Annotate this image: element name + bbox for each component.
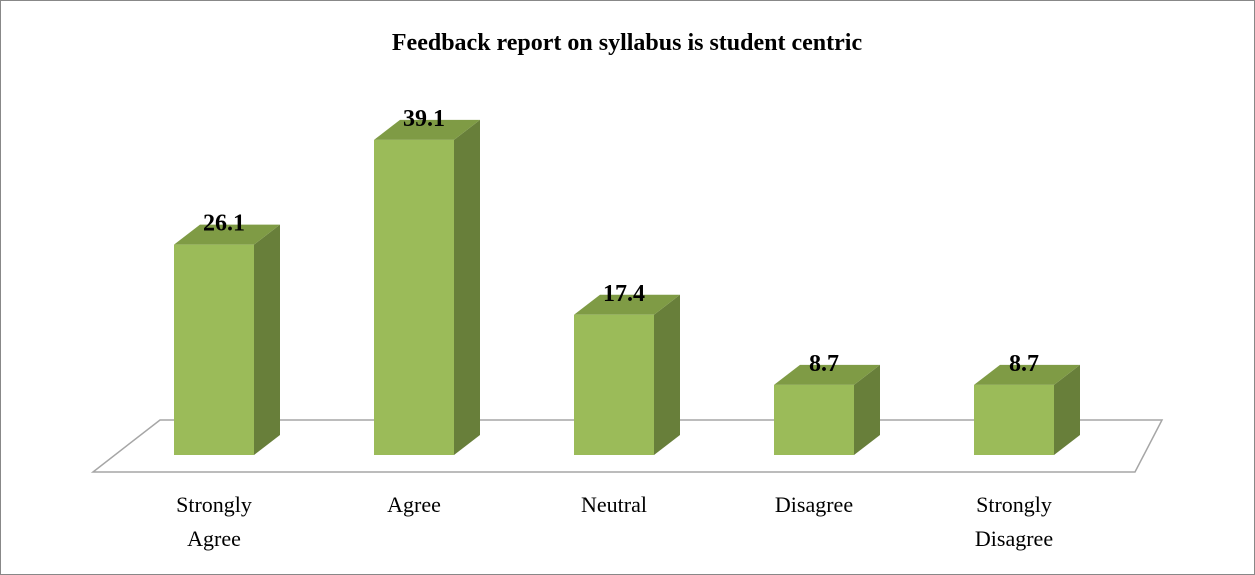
bar-top — [974, 364, 1080, 385]
chart-title: Feedback report on syllabus is student c… — [392, 30, 863, 56]
x-tick-label: Agree — [387, 492, 441, 517]
bar-side — [854, 364, 880, 455]
bar — [574, 314, 654, 455]
bar-top — [774, 364, 880, 385]
bar — [974, 384, 1054, 455]
bar-top — [374, 119, 480, 140]
data-label: 8.7 — [1009, 351, 1039, 377]
bar-side — [1054, 364, 1080, 455]
bar-top — [574, 294, 680, 315]
bar — [774, 384, 854, 455]
x-tick-label: Neutral — [581, 492, 647, 517]
data-label: 8.7 — [809, 351, 839, 377]
bar — [374, 139, 454, 455]
bar-side — [654, 294, 680, 455]
data-label: 26.1 — [203, 211, 245, 237]
bar-top — [174, 224, 280, 245]
bar — [174, 244, 254, 455]
x-tick-label: Disagree — [775, 492, 853, 517]
floor — [90, 419, 1164, 473]
bar-side — [454, 119, 480, 455]
x-tick-label: Strongly Agree — [176, 492, 252, 551]
data-label: 17.4 — [603, 281, 645, 307]
bar-side — [254, 224, 280, 455]
data-label: 39.1 — [403, 106, 445, 132]
x-tick-label: Strongly Disagree — [975, 492, 1053, 551]
